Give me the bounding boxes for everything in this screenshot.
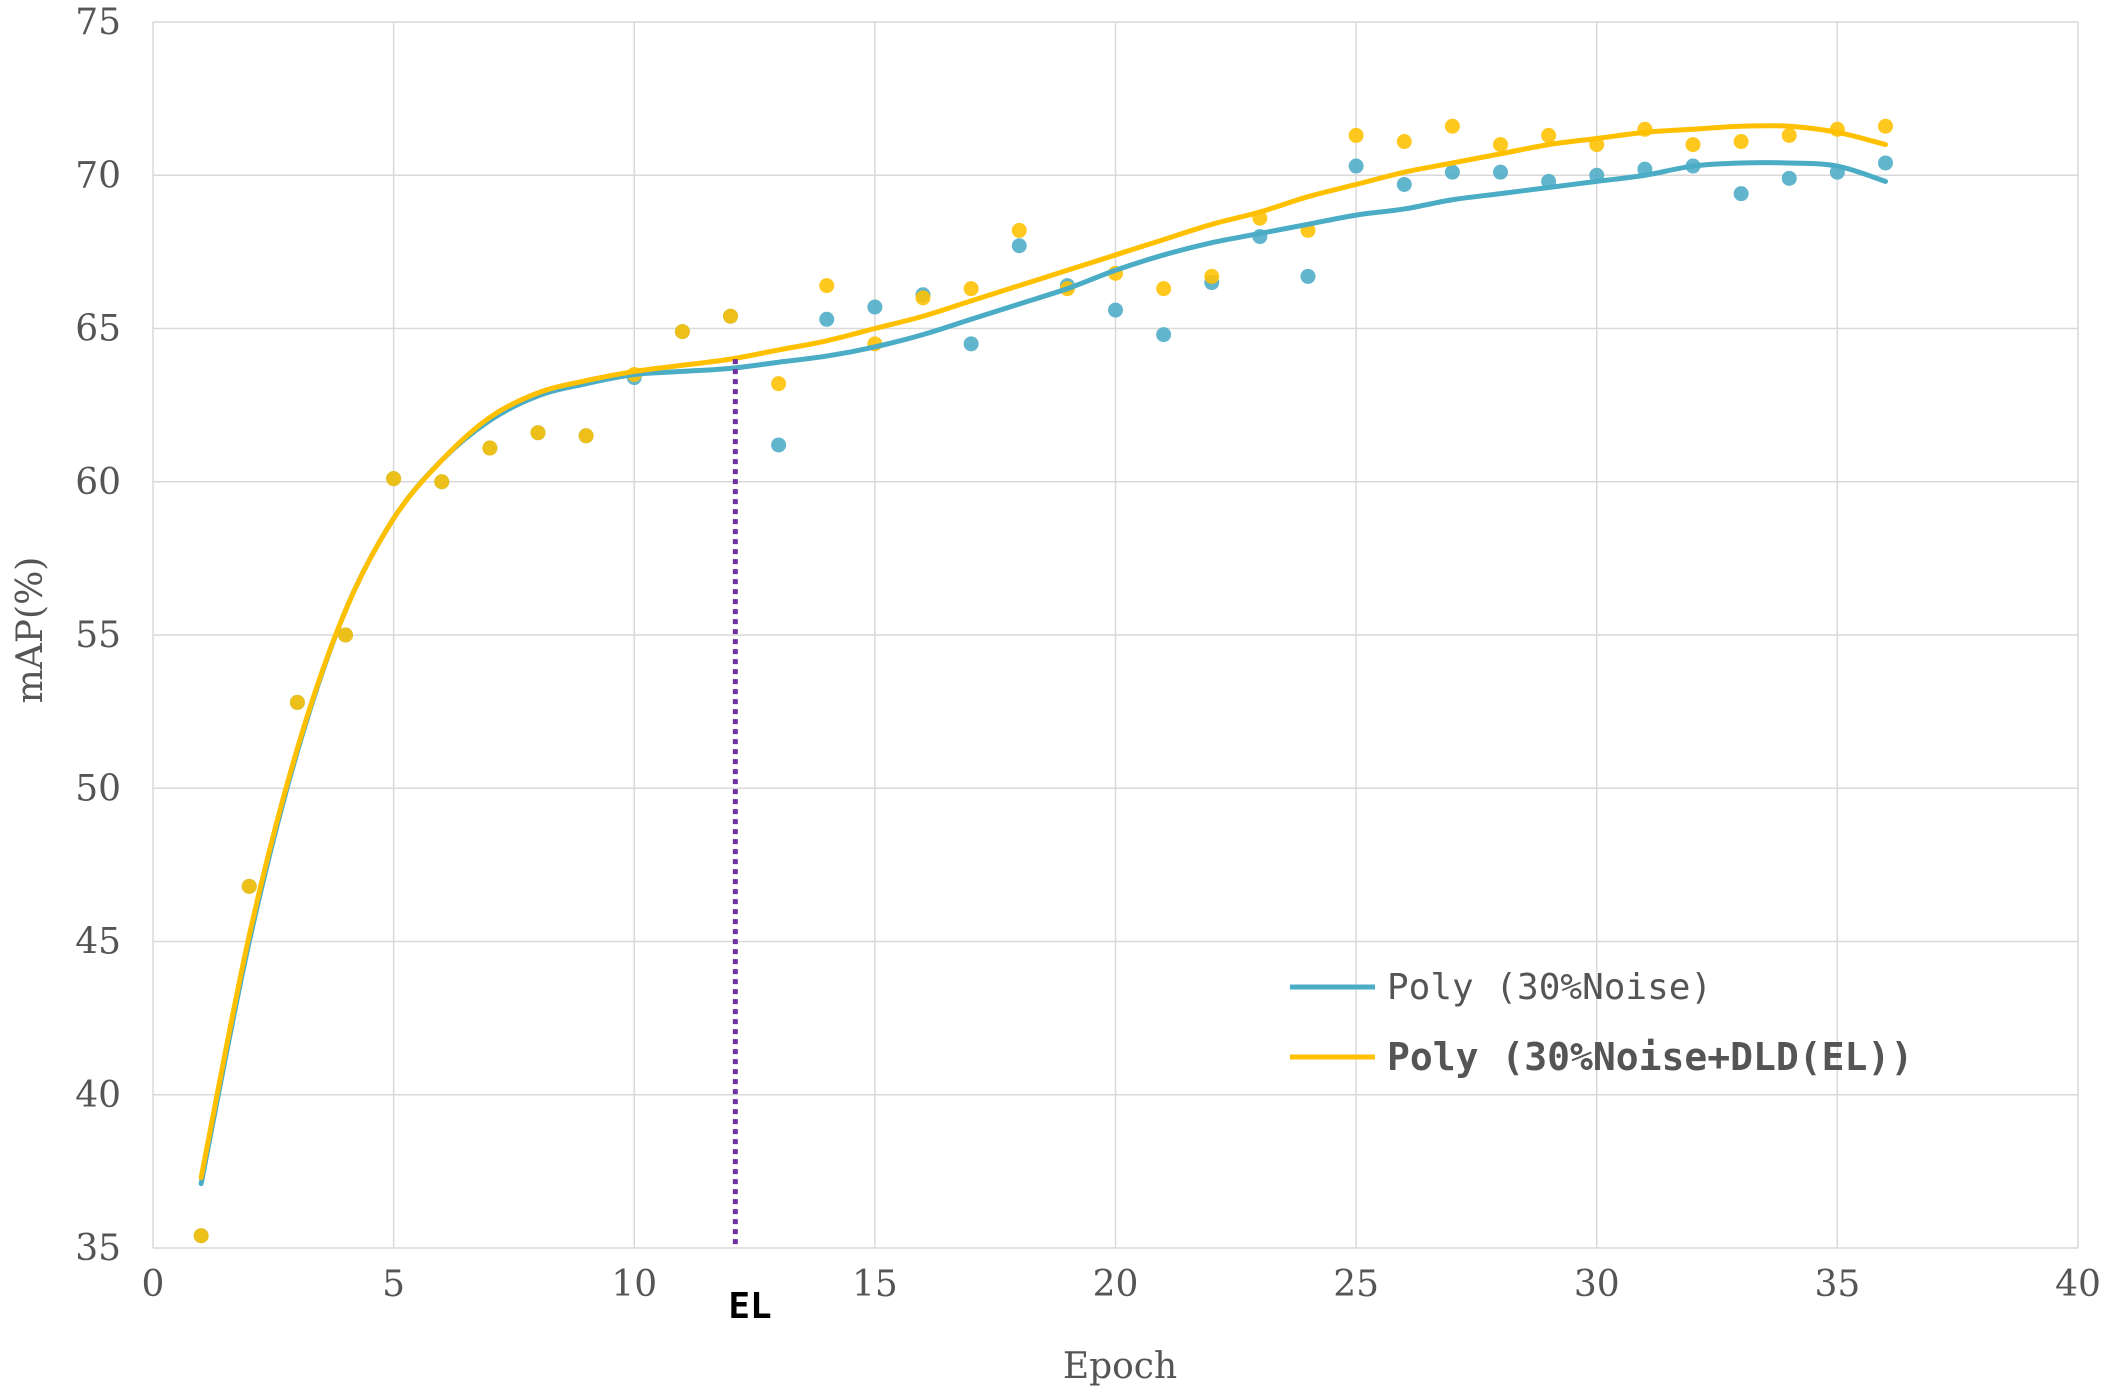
x-tick-label: 20 bbox=[1093, 1264, 1139, 1305]
y-tick-label: 45 bbox=[75, 922, 121, 963]
data-point-series-2 bbox=[434, 474, 450, 490]
data-point-series-2 bbox=[1396, 134, 1412, 150]
data-point-series-1 bbox=[867, 299, 883, 315]
x-tick-label: 0 bbox=[142, 1264, 165, 1305]
data-point-series-1 bbox=[771, 437, 787, 453]
data-point-series-2 bbox=[1493, 137, 1508, 153]
y-tick-label: 75 bbox=[75, 2, 121, 43]
legend-label-series-2: Poly (30%Noise+DLD(EL)) bbox=[1387, 1035, 1913, 1079]
y-tick-label: 50 bbox=[75, 768, 121, 809]
x-tick-label: 30 bbox=[1574, 1264, 1620, 1305]
x-tick-label: 10 bbox=[611, 1264, 657, 1305]
data-point-series-2 bbox=[289, 694, 305, 710]
data-point-series-2 bbox=[674, 324, 690, 340]
data-point-series-2 bbox=[819, 278, 835, 294]
legend-label-series-1: Poly (30%Noise) bbox=[1387, 967, 1712, 1008]
grid bbox=[152, 21, 2079, 1249]
data-point-series-2 bbox=[482, 440, 498, 456]
data-point-series-2 bbox=[1685, 137, 1701, 153]
data-point-series-2 bbox=[1444, 118, 1460, 134]
y-axis-title: mAP(%) bbox=[10, 557, 51, 704]
data-point-series-2 bbox=[193, 1228, 209, 1244]
data-point-series-1 bbox=[819, 311, 835, 327]
x-tick-label: 40 bbox=[2055, 1264, 2101, 1305]
y-tick-label: 35 bbox=[75, 1228, 121, 1269]
y-tick-label: 70 bbox=[75, 155, 121, 196]
data-point-series-2 bbox=[1348, 127, 1364, 143]
data-point-series-1 bbox=[1108, 302, 1123, 318]
data-point-series-2 bbox=[1011, 222, 1027, 238]
data-point-series-1 bbox=[1348, 158, 1364, 174]
data-point-series-1 bbox=[1878, 155, 1893, 171]
data-point-series-1 bbox=[1493, 164, 1508, 180]
data-point-series-2 bbox=[1541, 127, 1557, 143]
data-point-series-2 bbox=[338, 627, 353, 643]
legend: Poly (30%Noise) Poly (30%Noise+DLD(EL)) bbox=[1290, 967, 1913, 1079]
x-tick-label: 35 bbox=[1814, 1264, 1860, 1305]
plot-area bbox=[193, 118, 1893, 1248]
x-axis-title: Epoch bbox=[1063, 1346, 1177, 1387]
labels: Epoch mAP(%) EL 0 5 10 15 20 25 30 35 40 35 40 45 50… bbox=[10, 2, 2101, 1387]
x-tick-label: 5 bbox=[382, 1264, 405, 1305]
y-tick-label: 65 bbox=[75, 309, 121, 350]
data-point-series-2 bbox=[241, 878, 257, 894]
data-point-series-2 bbox=[578, 428, 594, 444]
x-tick-label: 25 bbox=[1333, 1264, 1379, 1305]
data-point-series-1 bbox=[1733, 186, 1749, 202]
data-point-series-1 bbox=[1781, 170, 1797, 186]
data-point-series-2 bbox=[1781, 127, 1797, 143]
data-point-series-2 bbox=[1878, 118, 1893, 134]
y-tick-label: 60 bbox=[75, 462, 121, 503]
trendline-series-1 bbox=[198, 160, 1888, 1187]
data-point-series-1 bbox=[1300, 268, 1316, 284]
y-tick-label: 40 bbox=[75, 1075, 121, 1116]
trendline-series-2 bbox=[198, 123, 1888, 1181]
data-point-series-2 bbox=[915, 290, 931, 306]
data-point-series-2 bbox=[386, 471, 402, 487]
data-point-series-1 bbox=[1156, 327, 1172, 343]
el-marker-label: EL bbox=[728, 1286, 771, 1327]
data-point-series-2 bbox=[963, 281, 979, 297]
x-tick-label: 15 bbox=[852, 1264, 898, 1305]
data-point-series-1 bbox=[1444, 164, 1460, 180]
data-point-series-1 bbox=[1396, 176, 1412, 192]
data-point-series-2 bbox=[1204, 268, 1220, 284]
data-point-series-2 bbox=[530, 425, 546, 441]
data-point-series-2 bbox=[1156, 281, 1172, 297]
data-point-series-1 bbox=[1011, 238, 1027, 254]
data-point-series-2 bbox=[771, 376, 787, 392]
y-tick-label: 55 bbox=[75, 615, 121, 656]
data-point-series-2 bbox=[723, 308, 738, 324]
data-point-series-2 bbox=[1733, 134, 1749, 150]
data-point-series-1 bbox=[963, 336, 979, 352]
